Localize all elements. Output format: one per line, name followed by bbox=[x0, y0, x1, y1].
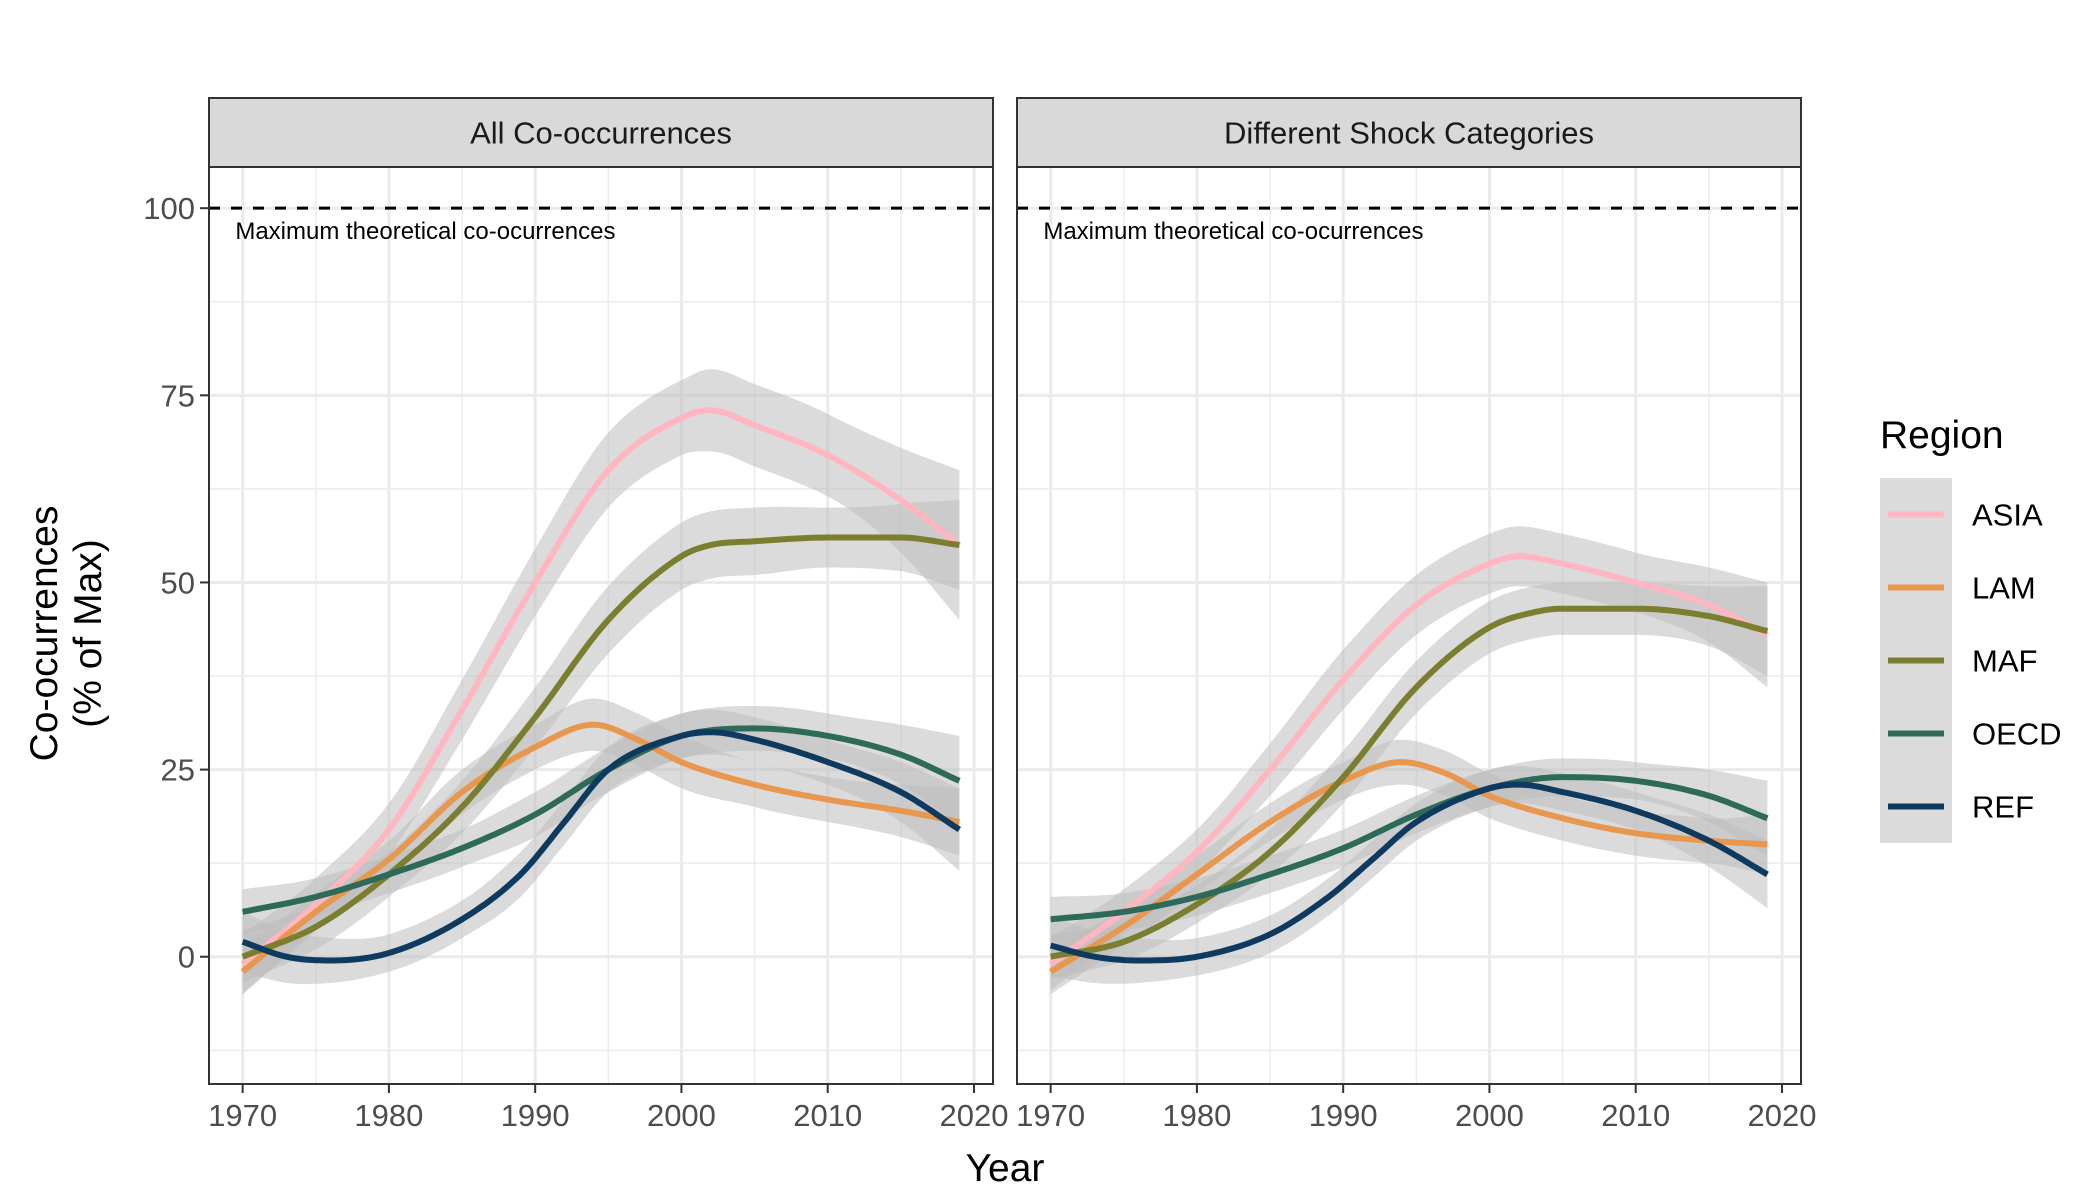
series-line-ref bbox=[1049, 781, 1769, 964]
facet-strip bbox=[208, 97, 994, 168]
legend-label-maf: MAF bbox=[1972, 644, 2037, 679]
y-axis-title-line: Co-ocurrences bbox=[23, 506, 66, 762]
facet-strip bbox=[1016, 97, 1802, 168]
legend-label-ref: REF bbox=[1972, 790, 2034, 825]
series-line-lam bbox=[1049, 759, 1768, 975]
y-tick-label: 100 bbox=[143, 191, 195, 226]
y-axis-title: Co-ocurrences(% of Max) bbox=[23, 506, 110, 762]
confidence-band-asia bbox=[1050, 526, 1768, 991]
y-tick-label: 0 bbox=[178, 940, 195, 975]
legend-label-asia: ASIA bbox=[1972, 498, 2043, 533]
x-tick-label: 2000 bbox=[647, 1098, 716, 1133]
max-reference-label: Maximum theoretical co-ocurrences bbox=[235, 218, 615, 245]
axis-titles: Year Co-ocurrences(% of Max) bbox=[23, 506, 1044, 1190]
y-tick-label: 50 bbox=[161, 565, 195, 600]
x-tick-label: 2020 bbox=[940, 1098, 1009, 1133]
legend-label-oecd: OECD bbox=[1972, 717, 2062, 752]
series-line-maf bbox=[1050, 605, 1769, 960]
series-line-asia bbox=[1048, 553, 1769, 967]
max-reference-label: Maximum theoretical co-ocurrences bbox=[1043, 218, 1423, 245]
facet-strip-title: All Co-occurrences bbox=[470, 116, 732, 151]
y-tick-label: 75 bbox=[161, 378, 195, 413]
series-line-asia bbox=[240, 407, 962, 967]
confidence-band-ref bbox=[242, 709, 960, 985]
y-axis-title-line: (% of Max) bbox=[67, 539, 110, 728]
legend-title: Region bbox=[1880, 414, 2004, 457]
x-tick-label: 2020 bbox=[1748, 1098, 1817, 1133]
series-line-maf bbox=[241, 534, 960, 960]
panel-different-shock-categories: Maximum theoretical co-ocurrences Differe… bbox=[1016, 97, 1817, 1133]
panel-all-co-occurrences: Maximum theoretical co-ocurrences All Co-… bbox=[208, 97, 1009, 1133]
legend: Region ASIA LAM MAF OECD REF bbox=[1880, 414, 2062, 843]
x-tick-label: 1990 bbox=[1309, 1098, 1378, 1133]
x-tick-label: 2010 bbox=[1601, 1098, 1670, 1133]
x-tick-label: 1970 bbox=[208, 1098, 277, 1133]
series-line-lam bbox=[240, 721, 960, 975]
y-tick-label: 25 bbox=[161, 753, 195, 788]
y-axis: 0 25 50 75 100 bbox=[143, 191, 209, 975]
legend-label-lam: LAM bbox=[1972, 571, 2036, 606]
x-tick-label: 1980 bbox=[1162, 1098, 1231, 1133]
confidence-band-oecd bbox=[1050, 758, 1768, 942]
x-tick-label: 2000 bbox=[1455, 1098, 1524, 1133]
facet-strip-title: Different Shock Categories bbox=[1224, 116, 1594, 151]
series-line-ref bbox=[241, 729, 962, 964]
confidence-band-lam bbox=[242, 698, 960, 995]
x-tick-label: 1970 bbox=[1016, 1098, 1085, 1133]
x-tick-label: 1980 bbox=[354, 1098, 423, 1133]
x-tick-label: 1990 bbox=[501, 1098, 570, 1133]
series-line-oecd bbox=[1050, 774, 1769, 923]
x-tick-label: 2010 bbox=[793, 1098, 862, 1133]
x-axis-title: Year bbox=[966, 1147, 1045, 1190]
confidence-band-oecd bbox=[242, 706, 960, 935]
